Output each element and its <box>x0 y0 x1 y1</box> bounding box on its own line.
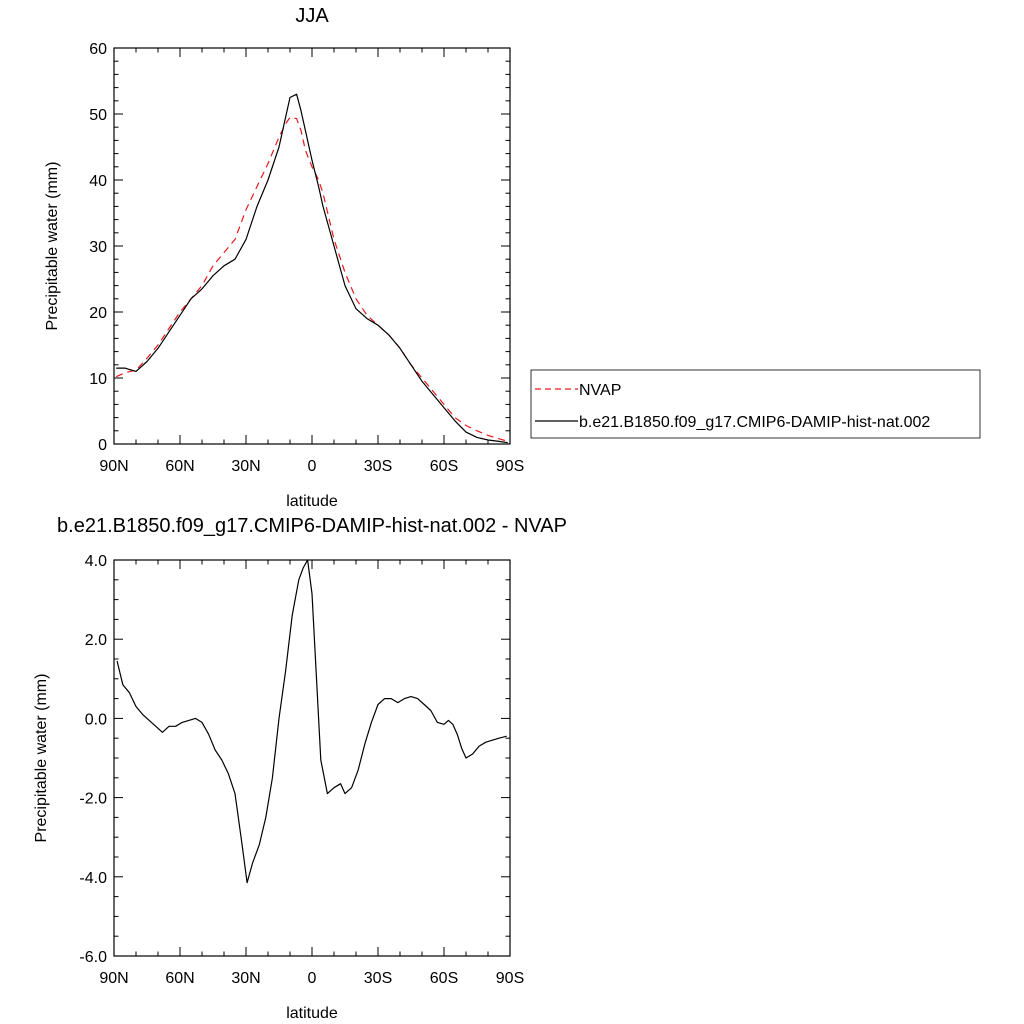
bottom-tick-labels: 90N 60N 30N 0 30S 60S 90S -6.0 -4.0 -2.0 0.0 2.0 4.0 <box>79 553 524 987</box>
bottom-xtick-label: 90S <box>496 970 524 987</box>
top-tick-labels: 90N 60N 30N 0 30S 60S 90S 0 10 20 30 40 50 60 <box>89 41 524 475</box>
bottom-ylabel: Precipitable water (mm) <box>33 674 50 843</box>
bottom-series-lines <box>116 559 507 884</box>
top-panel: JJA 90N 60N 30N 0 30S 60S 90S 0 10 20 30 40 50 60 lat… <box>44 5 981 510</box>
bottom-axis-ticks <box>113 559 511 957</box>
top-ytick-label: 0 <box>98 437 107 454</box>
top-ylabel: Precipitable water (mm) <box>44 162 61 331</box>
top-plot-frame <box>113 47 511 445</box>
bottom-ytick-label: -6.0 <box>79 949 107 966</box>
top-ytick-label: 50 <box>89 107 107 124</box>
bottom-ytick-label: 0.0 <box>85 711 107 728</box>
top-xtick-label: 90N <box>99 458 128 475</box>
top-series-line-0 <box>115 116 508 442</box>
bottom-xtick-label: 30N <box>231 970 260 987</box>
bottom-xtick-label: 90N <box>99 970 128 987</box>
top-series-line-1 <box>116 93 508 444</box>
top-xtick-label: 90S <box>496 458 524 475</box>
top-title: JJA <box>295 5 329 27</box>
top-xlabel: latitude <box>286 493 338 510</box>
legend-nvap-label: NVAP <box>579 382 621 399</box>
top-xtick-label: 30S <box>364 458 392 475</box>
bottom-title: b.e21.B1850.f09_g17.CMIP6-DAMIP-hist-nat… <box>57 515 567 537</box>
bottom-series-line-0 <box>116 559 507 884</box>
bottom-xtick-label: 30S <box>364 970 392 987</box>
top-ytick-label: 20 <box>89 305 107 322</box>
top-ytick-label: 40 <box>89 173 107 190</box>
top-xtick-label: 60N <box>165 458 194 475</box>
top-ytick-label: 30 <box>89 239 107 256</box>
top-xtick-label: 0 <box>308 458 317 475</box>
bottom-plot-frame <box>113 559 511 957</box>
bottom-ytick-label: 2.0 <box>85 632 107 649</box>
legend-model-label: b.e21.B1850.f09_g17.CMIP6-DAMIP-hist-nat… <box>579 414 930 431</box>
bottom-ytick-label: 4.0 <box>85 553 107 570</box>
legend-box <box>530 369 981 439</box>
bottom-xlabel: latitude <box>286 1005 338 1022</box>
bottom-panel: b.e21.B1850.f09_g17.CMIP6-DAMIP-hist-nat… <box>33 515 567 1022</box>
legend: NVAP b.e21.B1850.f09_g17.CMIP6-DAMIP-his… <box>530 369 981 439</box>
bottom-xtick-label: 60N <box>165 970 194 987</box>
bottom-xtick-label: 60S <box>430 970 458 987</box>
top-xtick-label: 60S <box>430 458 458 475</box>
top-ytick-label: 10 <box>89 371 107 388</box>
top-series-lines <box>115 93 508 444</box>
top-ytick-label: 60 <box>89 41 107 58</box>
top-axis-ticks <box>113 47 511 445</box>
top-xtick-label: 30N <box>231 458 260 475</box>
bottom-xtick-label: 0 <box>308 970 317 987</box>
bottom-ytick-label: -4.0 <box>79 870 107 887</box>
bottom-ytick-label: -2.0 <box>79 791 107 808</box>
